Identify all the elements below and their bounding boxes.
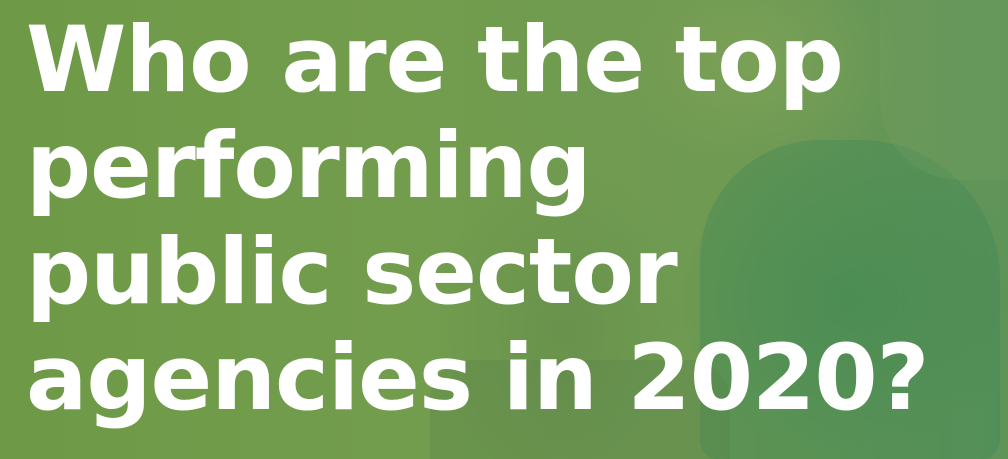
- headline-line-2: performing: [26, 114, 592, 219]
- headline-line-4: agencies in 2020?: [26, 326, 929, 431]
- headline: Who are the top performing public sector…: [26, 8, 929, 432]
- headline-line-1: Who are the top: [26, 8, 844, 113]
- headline-line-3: public sector: [26, 220, 678, 325]
